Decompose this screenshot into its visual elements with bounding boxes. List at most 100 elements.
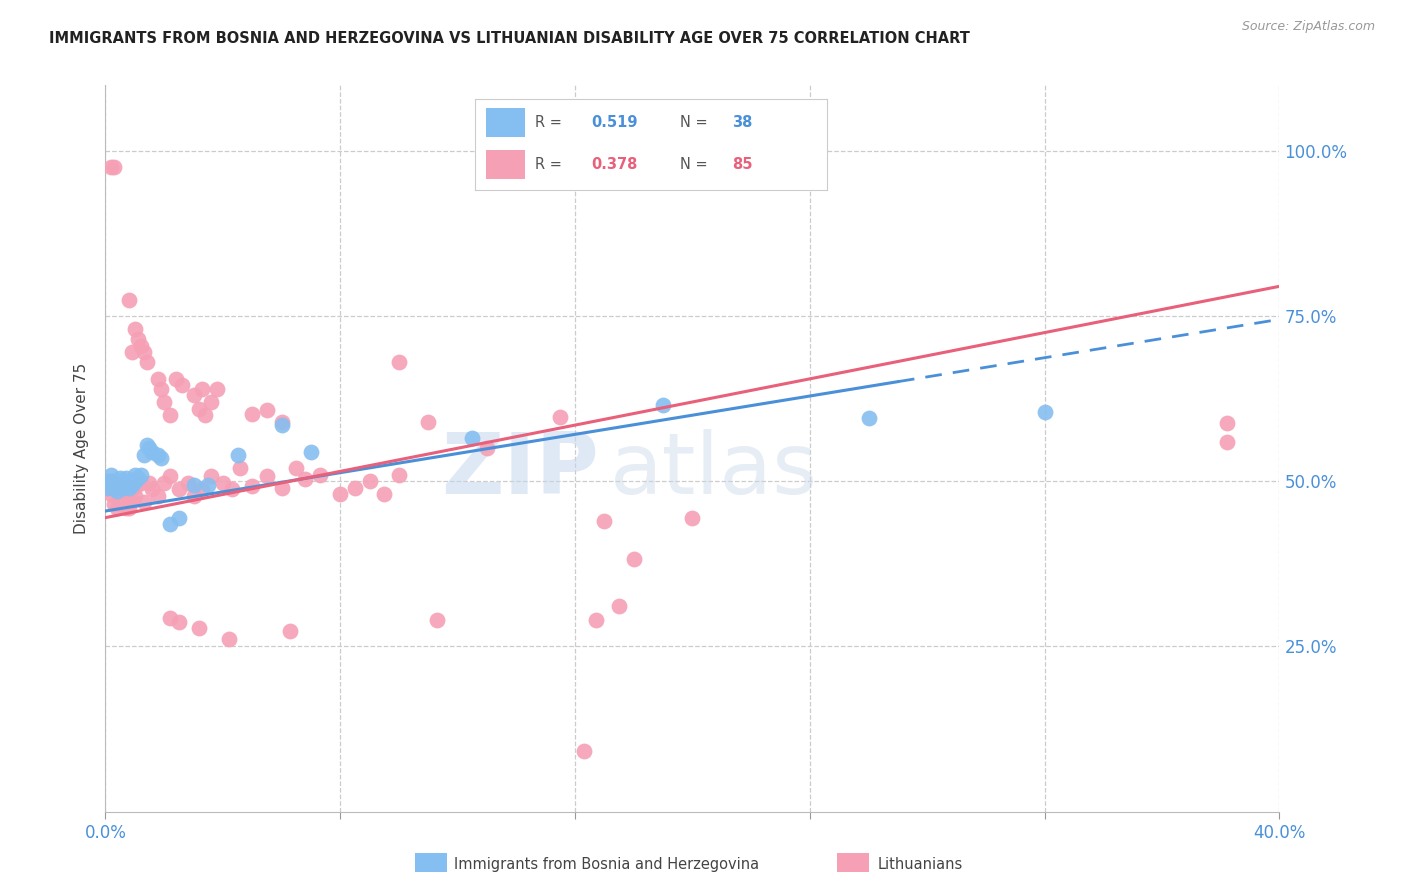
Point — [100, 161, 122, 175]
Point — [135, 438, 157, 452]
Point — [1215, 434, 1237, 449]
Point — [108, 477, 131, 491]
Point — [165, 372, 187, 386]
Point — [153, 395, 176, 409]
Point — [115, 491, 138, 505]
Point — [426, 613, 449, 627]
Point — [191, 482, 214, 496]
Point — [112, 481, 135, 495]
Point — [373, 487, 395, 501]
Text: ZIP: ZIP — [441, 428, 599, 511]
Point — [388, 355, 411, 369]
Point — [229, 461, 252, 475]
Point — [200, 395, 222, 409]
Point — [105, 481, 128, 495]
Point — [100, 475, 122, 489]
Point — [150, 382, 173, 396]
Point — [121, 345, 143, 359]
Point — [572, 744, 595, 758]
Point — [461, 431, 484, 445]
Point — [103, 497, 125, 511]
Point — [593, 514, 616, 528]
Point — [153, 475, 176, 490]
Point — [118, 481, 141, 495]
Point — [129, 467, 152, 482]
Point — [226, 448, 249, 462]
Point — [270, 481, 292, 495]
Point — [112, 475, 135, 489]
Point — [159, 611, 181, 625]
Point — [150, 451, 173, 466]
Point — [183, 477, 205, 491]
Point — [188, 401, 211, 416]
Point — [550, 409, 572, 424]
Point — [100, 487, 122, 501]
Point — [112, 497, 135, 511]
Point — [100, 467, 122, 482]
Point — [105, 484, 128, 499]
Point — [127, 471, 149, 485]
Point — [623, 552, 645, 566]
Point — [194, 408, 217, 422]
Point — [308, 467, 330, 482]
Point — [652, 398, 675, 412]
Point — [118, 475, 141, 489]
Point — [124, 479, 146, 493]
Point — [118, 500, 141, 515]
Point — [191, 382, 214, 396]
Point — [170, 378, 193, 392]
Point — [129, 339, 152, 353]
Point — [211, 475, 233, 490]
Point — [108, 491, 131, 505]
Point — [124, 467, 146, 482]
Point — [118, 481, 141, 495]
Point — [97, 481, 120, 495]
Point — [294, 472, 316, 486]
Point — [141, 444, 163, 458]
Point — [97, 475, 120, 489]
Point — [329, 487, 352, 501]
Point — [127, 332, 149, 346]
Point — [176, 475, 198, 490]
Point — [132, 448, 155, 462]
Point — [103, 481, 125, 495]
Point — [159, 517, 181, 532]
Point — [103, 475, 125, 489]
Point — [359, 475, 381, 489]
Text: Source: ZipAtlas.com: Source: ZipAtlas.com — [1241, 20, 1375, 33]
Point — [188, 621, 211, 635]
Point — [585, 613, 607, 627]
Point — [858, 411, 880, 425]
Point — [270, 418, 292, 433]
Point — [124, 322, 146, 336]
Point — [105, 475, 128, 489]
Point — [135, 355, 157, 369]
Point — [138, 475, 160, 490]
Point — [118, 293, 141, 307]
Point — [256, 403, 278, 417]
Point — [256, 469, 278, 483]
Point — [112, 481, 135, 495]
Point — [221, 482, 243, 496]
Point — [132, 345, 155, 359]
Text: Lithuanians: Lithuanians — [877, 857, 963, 871]
Point — [475, 442, 498, 455]
Point — [285, 461, 308, 475]
Point — [607, 599, 630, 613]
Point — [270, 415, 292, 429]
Point — [197, 477, 219, 491]
Point — [1215, 416, 1237, 430]
Point — [115, 471, 138, 485]
Point — [108, 477, 131, 491]
Point — [240, 407, 263, 421]
Point — [97, 481, 120, 495]
Point — [148, 448, 170, 462]
Point — [100, 477, 122, 491]
Point — [148, 489, 170, 503]
Point — [108, 471, 131, 485]
Point — [183, 388, 205, 402]
Point — [343, 481, 366, 495]
Point — [1033, 405, 1056, 419]
Point — [159, 469, 181, 483]
Point — [167, 482, 190, 496]
